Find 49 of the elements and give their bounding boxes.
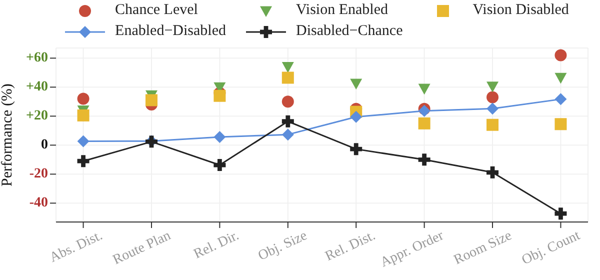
point	[350, 143, 362, 156]
point	[350, 110, 362, 123]
legend-label: Vision Enabled	[296, 2, 388, 19]
point	[486, 166, 499, 178]
point	[350, 78, 362, 90]
y-tick-label: +40	[26, 80, 48, 95]
point	[486, 82, 499, 92]
point	[214, 131, 226, 144]
y-tick-label: -20	[29, 166, 48, 182]
point	[77, 135, 90, 148]
point	[282, 96, 294, 108]
x-tick-label: Obj. Size	[256, 228, 310, 264]
point	[77, 92, 90, 105]
point	[282, 72, 294, 84]
x-tick-label: Route Plan	[110, 228, 174, 268]
point	[77, 109, 90, 122]
point	[554, 72, 567, 84]
legend-label: Vision Disabled	[472, 2, 569, 19]
point	[554, 118, 567, 130]
y-tick-label: +60	[26, 50, 48, 66]
point	[145, 94, 158, 106]
y-tick-label: 0	[41, 138, 48, 153]
legend-label: Chance Level	[115, 2, 198, 19]
point	[282, 115, 294, 128]
legend-label: Enabled−Disabled	[115, 23, 226, 40]
y-axis-title: Performance (%)	[0, 84, 16, 186]
x-tick-label: Appr. Order	[378, 228, 446, 271]
point	[418, 84, 430, 95]
point	[486, 102, 499, 115]
point	[214, 159, 226, 172]
y-tick-label: -40	[29, 196, 48, 211]
x-tick-label: Abs. Dist.	[48, 228, 106, 266]
y-tick-label: +20	[26, 108, 48, 124]
point	[554, 49, 567, 62]
point	[282, 62, 294, 73]
x-tick-label: Obj. Count	[520, 228, 583, 268]
point	[486, 91, 499, 104]
point	[418, 117, 430, 130]
point	[214, 90, 226, 102]
point	[282, 128, 294, 141]
point	[486, 118, 499, 131]
x-tick-label: Rel. Dist.	[323, 228, 378, 265]
point	[77, 155, 90, 168]
point	[554, 93, 567, 106]
x-tick-label: Rel. Dir.	[192, 228, 242, 262]
point	[554, 208, 567, 220]
x-tick-label: Room Size	[452, 228, 514, 268]
point	[418, 154, 430, 166]
legend-label: Disabled−Chance	[296, 23, 403, 40]
